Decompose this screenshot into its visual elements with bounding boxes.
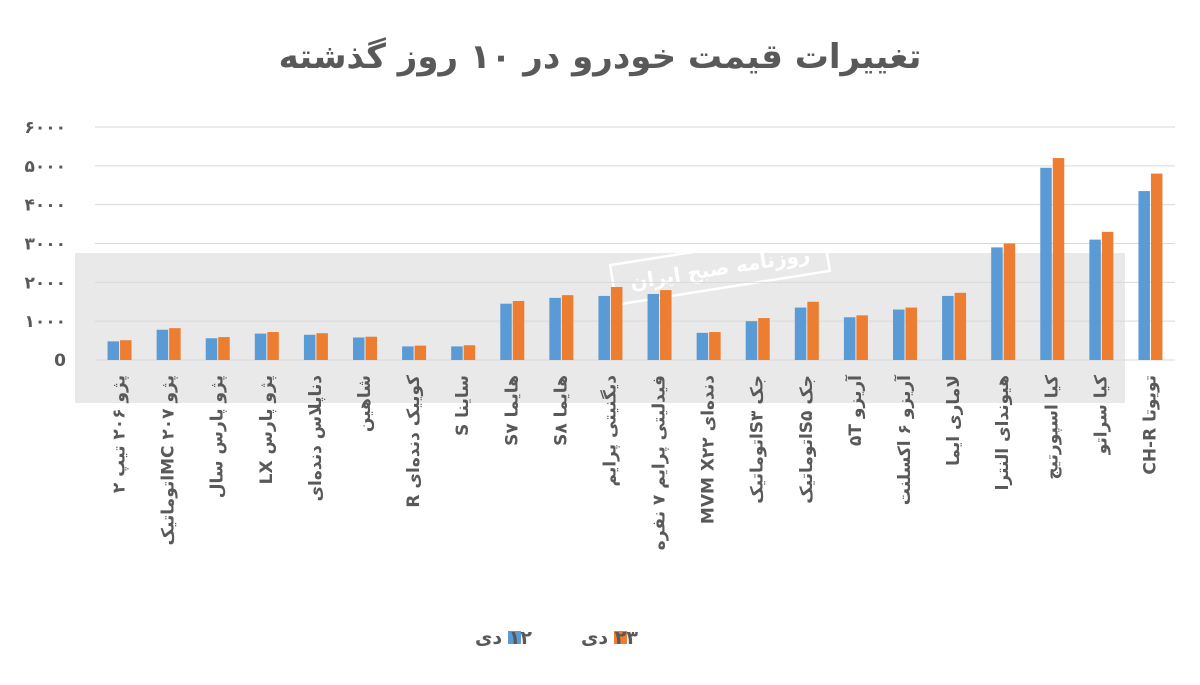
bars — [107, 158, 1163, 360]
x-tick-label: کیا سراتو — [1091, 375, 1111, 455]
x-axis-tick-labels: تویوتا CH-R کیا سراتو کیا اسپورتیج هیوندای … — [110, 374, 1161, 550]
bar-series-1 — [107, 341, 120, 360]
x-tick-label: جک S۳اتوماتیک — [748, 375, 768, 504]
bar-series-1 — [598, 295, 610, 360]
x-tick-label: فیدلیتی پرایم ۷ نفره — [650, 375, 670, 550]
bar-series-2 — [1150, 173, 1163, 360]
x-tick-label: لاماری ایما — [944, 375, 964, 466]
bar-series-2 — [709, 332, 721, 360]
y-tick-label: ۲۰۰۰ — [24, 273, 66, 293]
legend-label-2: ۲۳ دی — [581, 627, 638, 649]
bar-series-1 — [696, 332, 709, 360]
x-tick-label: دنده‌ای MVM X۲۲ — [699, 375, 719, 524]
y-axis-tick-labels: 0 ۱۰۰۰ ۲۰۰۰ ۳۰۰۰ ۴۰۰۰ ۵۰۰۰ ۶۰۰۰ — [24, 118, 66, 371]
y-tick-label: ۳۰۰۰ — [24, 235, 66, 255]
bar-series-1 — [303, 334, 316, 360]
bar-series-2 — [1003, 243, 1016, 360]
x-tick-label: شاهین — [355, 375, 375, 432]
legend-swatch-2 — [614, 631, 627, 644]
bar-series-2 — [414, 345, 427, 360]
x-tick-label: هیوندای النترا — [993, 375, 1013, 490]
x-tick-label: کیا اسپورتیج — [1042, 375, 1062, 480]
bar-series-1 — [1040, 167, 1052, 360]
bar-series-1 — [843, 317, 856, 360]
legend-label-1: ۱۲ دی — [475, 627, 532, 649]
x-tick-label: پژو ۲۰۶ تیپ ۲ — [110, 375, 130, 493]
bar-series-2 — [807, 301, 819, 360]
x-tick-label: پژو ۲۰۷ MCاتوماتیک — [159, 375, 179, 545]
bar-series-1 — [254, 333, 267, 360]
bar-series-1 — [1138, 191, 1150, 360]
bar-series-2 — [365, 336, 377, 360]
bar-series-1 — [353, 337, 365, 360]
bar-series-2 — [218, 337, 230, 360]
x-tick-label: جک S۵اتوماتیک — [797, 375, 817, 504]
bar-series-2 — [463, 345, 476, 360]
bar-series-2 — [758, 318, 770, 360]
x-tick-label: پژو پارس سال — [208, 375, 228, 498]
bar-series-1 — [451, 346, 463, 360]
bar-series-2 — [856, 315, 868, 360]
bar-series-1 — [991, 247, 1003, 360]
bar-series-1 — [647, 293, 660, 360]
bar-series-2 — [954, 292, 967, 360]
bar-series-1 — [1089, 239, 1101, 360]
bar-series-2 — [561, 295, 574, 360]
legend: ۱۲ دی ۲۳ دی — [475, 627, 638, 649]
bar-series-2 — [610, 286, 623, 360]
x-tick-label: آریزو ۵T — [844, 374, 866, 446]
bar-series-1 — [794, 307, 807, 360]
x-tick-label: هایما S۸ — [551, 375, 571, 446]
x-tick-label: آریزو ۶ اکسلنت — [893, 374, 915, 505]
bar-series-2 — [267, 332, 279, 360]
bar-series-1 — [745, 321, 758, 360]
x-tick-label: تویوتا CH-R — [1140, 375, 1160, 475]
bar-series-2 — [1101, 231, 1114, 360]
bar-series-1 — [549, 297, 561, 360]
bar-series-1 — [205, 338, 218, 360]
chart-title: تغییرات قیمت خودرو در ۱۰ روز گذشته — [279, 37, 922, 77]
x-tick-label: پژو پارس LX — [257, 375, 277, 484]
bar-series-1 — [402, 346, 414, 360]
x-tick-label: هایما S۷ — [502, 375, 522, 446]
y-tick-label: ۵۰۰۰ — [24, 157, 66, 177]
bar-series-2 — [905, 307, 917, 360]
bar-series-2 — [169, 328, 181, 360]
y-tick-label: ۶۰۰۰ — [24, 118, 66, 138]
legend-swatch-1 — [508, 631, 521, 644]
bar-series-2 — [316, 333, 328, 360]
x-tick-label: دیگنیتی پرایم — [599, 375, 620, 487]
x-tick-label: ساینا S — [453, 375, 473, 436]
bar-series-2 — [660, 290, 672, 360]
y-tick-label: ۴۰۰۰ — [24, 196, 66, 216]
y-tick-label: ۱۰۰۰ — [24, 312, 66, 332]
bar-series-1 — [156, 329, 169, 360]
bar-series-2 — [120, 340, 132, 360]
y-tick-label: 0 — [54, 351, 66, 371]
x-tick-label: دناپلاس دنده‌ای — [306, 375, 326, 502]
bar-series-1 — [893, 309, 905, 360]
bar-series-2 — [1052, 158, 1065, 360]
x-tick-label: کوییک دنده‌ای R — [404, 375, 424, 508]
bar-series-1 — [500, 303, 512, 360]
bar-series-2 — [512, 300, 525, 360]
bar-series-1 — [942, 295, 954, 360]
